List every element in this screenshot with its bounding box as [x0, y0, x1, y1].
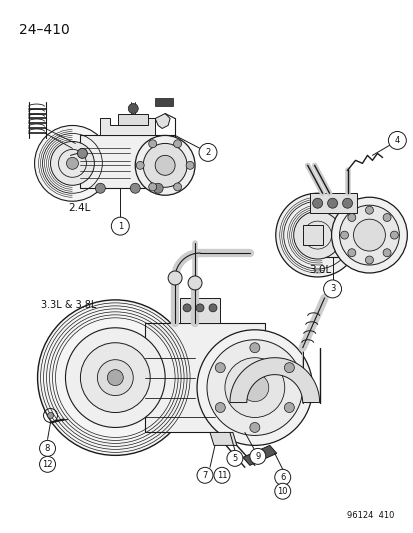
Circle shape: [274, 483, 290, 499]
Circle shape: [188, 276, 202, 290]
Circle shape: [173, 140, 181, 148]
Polygon shape: [209, 432, 236, 446]
Circle shape: [342, 198, 351, 208]
Circle shape: [95, 183, 105, 193]
Polygon shape: [118, 114, 148, 125]
Bar: [155, 98, 173, 106]
Text: 2: 2: [205, 148, 210, 157]
Circle shape: [77, 148, 87, 158]
Circle shape: [274, 470, 290, 485]
Text: 3: 3: [329, 285, 335, 294]
Circle shape: [249, 423, 259, 432]
Polygon shape: [302, 225, 322, 245]
Circle shape: [206, 340, 302, 435]
Circle shape: [347, 249, 355, 257]
Circle shape: [111, 217, 129, 235]
Circle shape: [214, 467, 229, 483]
Circle shape: [153, 183, 163, 193]
Circle shape: [224, 358, 284, 417]
Circle shape: [197, 467, 212, 483]
Circle shape: [136, 161, 144, 169]
Circle shape: [365, 206, 373, 214]
Circle shape: [130, 183, 140, 193]
Circle shape: [35, 125, 110, 201]
Circle shape: [97, 360, 133, 395]
Circle shape: [331, 197, 406, 273]
Circle shape: [339, 205, 399, 265]
Text: 9: 9: [254, 452, 260, 461]
Text: 4: 4: [394, 136, 399, 145]
Circle shape: [340, 231, 348, 239]
Circle shape: [65, 328, 165, 427]
Circle shape: [353, 219, 385, 251]
Circle shape: [382, 249, 390, 257]
Circle shape: [249, 343, 259, 353]
Circle shape: [148, 183, 156, 191]
Circle shape: [275, 193, 358, 277]
Circle shape: [327, 198, 337, 208]
Circle shape: [185, 161, 194, 169]
Circle shape: [347, 214, 355, 222]
Circle shape: [226, 450, 242, 466]
Circle shape: [215, 362, 225, 373]
Text: 3.0L: 3.0L: [309, 265, 331, 275]
Polygon shape: [180, 298, 219, 323]
Circle shape: [240, 374, 268, 401]
Polygon shape: [100, 118, 155, 135]
Circle shape: [365, 256, 373, 264]
Circle shape: [168, 271, 182, 285]
Polygon shape: [309, 193, 357, 213]
Circle shape: [199, 143, 216, 161]
Text: 24–410: 24–410: [19, 23, 69, 37]
Circle shape: [173, 183, 181, 191]
Polygon shape: [155, 114, 170, 128]
Circle shape: [196, 304, 204, 312]
Polygon shape: [145, 323, 264, 432]
Circle shape: [40, 456, 55, 472]
Circle shape: [293, 211, 341, 259]
Polygon shape: [312, 213, 377, 257]
Circle shape: [209, 304, 216, 312]
Circle shape: [148, 140, 156, 148]
Circle shape: [107, 370, 123, 385]
Circle shape: [155, 156, 175, 175]
Circle shape: [312, 198, 322, 208]
Circle shape: [197, 330, 312, 446]
Circle shape: [311, 229, 323, 241]
Circle shape: [66, 157, 78, 169]
Circle shape: [80, 343, 150, 413]
Text: 96124  410: 96124 410: [346, 511, 394, 520]
Circle shape: [40, 440, 55, 456]
Polygon shape: [242, 446, 276, 465]
Text: 10: 10: [277, 487, 287, 496]
Circle shape: [389, 231, 397, 239]
Circle shape: [128, 103, 138, 114]
Circle shape: [183, 304, 190, 312]
Text: 1: 1: [117, 222, 123, 231]
Circle shape: [38, 300, 192, 455]
Text: 6: 6: [279, 473, 285, 482]
Circle shape: [143, 143, 187, 187]
Circle shape: [387, 132, 405, 149]
Text: 3.3L & 3.8L: 3.3L & 3.8L: [40, 300, 96, 310]
Circle shape: [323, 280, 341, 298]
Text: 8: 8: [45, 444, 50, 453]
Circle shape: [284, 402, 294, 413]
Text: 2.4L: 2.4L: [68, 203, 90, 213]
Circle shape: [249, 448, 265, 464]
Polygon shape: [80, 135, 175, 188]
Circle shape: [47, 413, 53, 418]
Text: 12: 12: [42, 460, 53, 469]
Circle shape: [215, 402, 225, 413]
Circle shape: [284, 362, 294, 373]
Circle shape: [382, 214, 390, 222]
Circle shape: [50, 141, 94, 185]
Text: 11: 11: [216, 471, 227, 480]
Polygon shape: [229, 358, 319, 402]
Text: 5: 5: [232, 454, 237, 463]
Circle shape: [135, 135, 195, 195]
Text: 7: 7: [202, 471, 207, 480]
